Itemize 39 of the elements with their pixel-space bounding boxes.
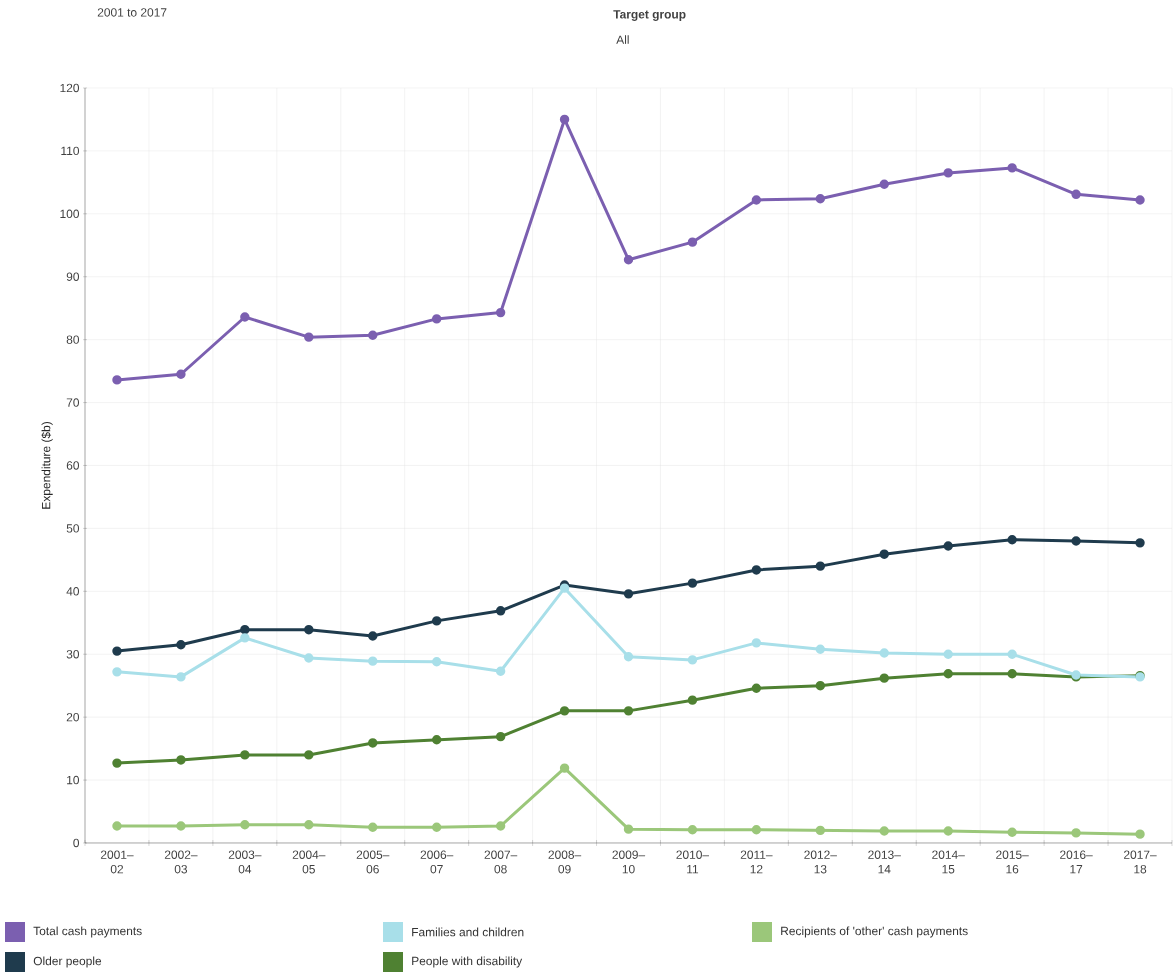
y-tick-label: 90 [66,272,80,281]
x-tick-label: 2003– 04 [228,850,262,874]
x-tick-label: 2015– 16 [996,850,1029,874]
y-tick-label: 110 [61,146,80,156]
x-tick-label: 2004– 05 [292,850,326,874]
y-axis-title: Expenditure ($b) [41,422,53,509]
text: All [616,35,629,44]
x-tick-label: 2009– 10 [612,850,646,874]
y-tick-label: 40 [66,587,80,596]
y-tick-label: 0 [73,838,80,848]
x-tick-label: 2014– 15 [932,850,965,874]
y-tick-label: 120 [60,83,80,93]
x-tick-label: 2013– 14 [868,850,901,874]
y-tick-label: 100 [60,209,80,219]
chart-title: 2001 to 2017 [97,8,167,17]
y-tick-label: 20 [66,712,80,722]
legend-label: People with disability [412,956,523,968]
y-tick-label: 30 [66,650,80,659]
legend-label: Total cash payments [33,926,142,938]
y-tick-label: 60 [66,461,80,470]
x-tick-label: 2002– 03 [164,850,198,874]
y-tick-label: 10 [67,775,80,785]
y-tick-label: 80 [66,335,80,344]
x-tick-label: 2006– 07 [420,850,454,874]
legend-label: Recipients of 'other' cash payments [781,926,968,938]
x-tick-label: 2016– 17 [1060,850,1093,874]
x-tick-label: 2012– 13 [804,850,837,874]
x-tick-label: 2017– 18 [1124,850,1157,874]
x-tick-label: 2001– 02 [100,850,134,874]
x-tick-label: 2010– 11 [676,850,710,874]
text: Target group [613,10,686,21]
x-tick-label: 2008– 09 [548,850,582,874]
y-tick-label: 70 [66,398,80,407]
legend-label: Older people [33,956,102,968]
y-tick-label: 50 [66,524,80,533]
x-tick-label: 2007– 08 [484,850,518,874]
x-tick-label: 2005– 06 [356,850,390,874]
legend-label: Families and children [412,927,524,937]
x-tick-label: 2011– 12 [740,850,773,874]
